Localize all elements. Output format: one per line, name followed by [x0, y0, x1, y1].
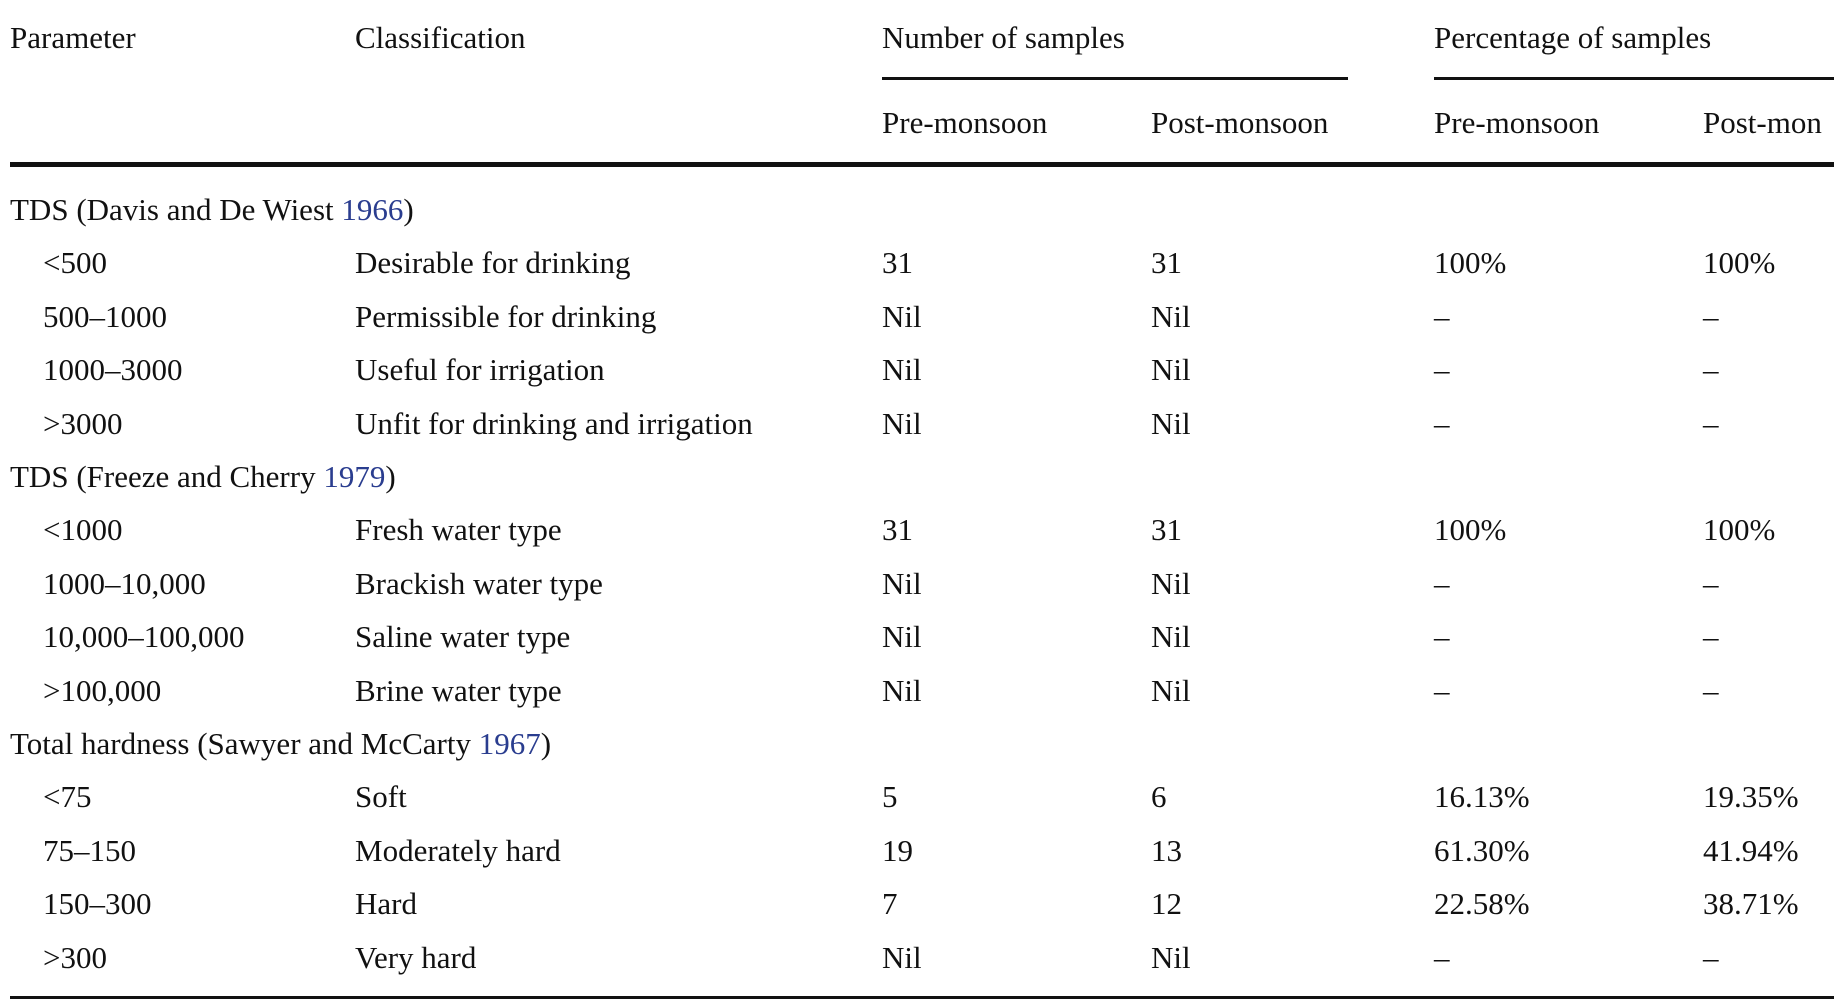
samples-post-monsoon-cell: Nil	[1151, 405, 1191, 441]
samples-post-monsoon-cell: Nil	[1151, 298, 1191, 334]
percent-post-monsoon-cell: 38.71%	[1703, 886, 1799, 922]
percentage-of-samples-underline	[1434, 77, 1834, 80]
classification-cell: Saline water type	[355, 619, 571, 655]
header-pre-monsoon-percent: Pre-monsoon	[1434, 105, 1600, 140]
classification-cell: Unfit for drinking and irrigation	[355, 405, 753, 441]
header-classification: Classification	[355, 20, 526, 55]
parameter-range-cell: <1000	[43, 512, 123, 548]
parameter-range-cell: 150–300	[43, 886, 152, 922]
parameter-range-cell: 75–150	[43, 832, 136, 868]
table-bottom-rule	[10, 996, 1834, 999]
parameter-range-cell: >3000	[43, 405, 123, 441]
group-title-text: Total hardness (Sawyer and McCarty	[10, 726, 479, 761]
group-title-close: )	[403, 192, 414, 227]
percent-post-monsoon-cell: 19.35%	[1703, 779, 1799, 815]
header-post-monsoon-count: Post-monsoon	[1151, 105, 1329, 140]
classification-cell: Brackish water type	[355, 565, 603, 601]
samples-post-monsoon-cell: 12	[1151, 886, 1182, 922]
percent-pre-monsoon-cell: 22.58%	[1434, 886, 1530, 922]
percent-pre-monsoon-cell: –	[1434, 939, 1450, 975]
percent-post-monsoon-cell: –	[1703, 298, 1719, 334]
header-number-of-samples: Number of samples	[882, 20, 1125, 55]
classification-cell: Soft	[355, 779, 407, 815]
group-title-close: )	[385, 459, 396, 494]
classification-cell: Desirable for drinking	[355, 245, 631, 281]
samples-post-monsoon-cell: Nil	[1151, 619, 1191, 655]
percent-post-monsoon-cell: –	[1703, 672, 1719, 708]
parameter-range-cell: <500	[43, 245, 107, 281]
parameter-range-cell: >300	[43, 939, 107, 975]
percent-pre-monsoon-cell: –	[1434, 298, 1450, 334]
samples-pre-monsoon-cell: 31	[882, 512, 913, 548]
header-bottom-rule	[10, 162, 1834, 167]
percent-pre-monsoon-cell: 100%	[1434, 245, 1507, 281]
percent-post-monsoon-cell: 41.94%	[1703, 832, 1799, 868]
header-post-monsoon-percent: Post-mon	[1703, 105, 1822, 140]
samples-post-monsoon-cell: 31	[1151, 245, 1182, 281]
samples-post-monsoon-cell: Nil	[1151, 352, 1191, 388]
percent-post-monsoon-cell: –	[1703, 939, 1719, 975]
samples-post-monsoon-cell: Nil	[1151, 565, 1191, 601]
percent-post-monsoon-cell: 100%	[1703, 245, 1776, 281]
percent-post-monsoon-cell: –	[1703, 565, 1719, 601]
samples-pre-monsoon-cell: Nil	[882, 298, 922, 334]
number-of-samples-underline	[882, 77, 1348, 80]
percent-post-monsoon-cell: –	[1703, 352, 1719, 388]
group-title-year-link[interactable]: 1967	[478, 726, 541, 761]
samples-pre-monsoon-cell: 5	[882, 779, 898, 815]
samples-post-monsoon-cell: Nil	[1151, 672, 1191, 708]
classification-cell: Fresh water type	[355, 512, 562, 548]
group-title-year-link[interactable]: 1966	[341, 192, 404, 227]
group-title: TDS (Freeze and Cherry 1979)	[10, 461, 396, 492]
percent-post-monsoon-cell: –	[1703, 619, 1719, 655]
header-pre-monsoon-count: Pre-monsoon	[882, 105, 1048, 140]
percent-pre-monsoon-cell: –	[1434, 352, 1450, 388]
parameter-range-cell: <75	[43, 779, 92, 815]
samples-pre-monsoon-cell: 7	[882, 886, 898, 922]
percent-pre-monsoon-cell: 100%	[1434, 512, 1507, 548]
samples-pre-monsoon-cell: Nil	[882, 939, 922, 975]
percent-pre-monsoon-cell: 16.13%	[1434, 779, 1530, 815]
samples-pre-monsoon-cell: 31	[882, 245, 913, 281]
group-title-text: TDS (Davis and De Wiest	[10, 192, 342, 227]
percent-pre-monsoon-cell: –	[1434, 565, 1450, 601]
samples-post-monsoon-cell: 6	[1151, 779, 1167, 815]
percent-post-monsoon-cell: –	[1703, 405, 1719, 441]
samples-post-monsoon-cell: 31	[1151, 512, 1182, 548]
samples-pre-monsoon-cell: Nil	[882, 352, 922, 388]
parameter-range-cell: 1000–3000	[43, 352, 183, 388]
percent-pre-monsoon-cell: –	[1434, 672, 1450, 708]
parameter-range-cell: >100,000	[43, 672, 162, 708]
samples-pre-monsoon-cell: Nil	[882, 405, 922, 441]
group-title-text: TDS (Freeze and Cherry	[10, 459, 324, 494]
group-title-close: )	[540, 726, 552, 761]
classification-cell: Useful for irrigation	[355, 352, 605, 388]
percent-pre-monsoon-cell: –	[1434, 619, 1450, 655]
parameter-range-cell: 1000–10,000	[43, 565, 206, 601]
percent-pre-monsoon-cell: –	[1434, 405, 1450, 441]
group-title: TDS (Davis and De Wiest 1966)	[10, 194, 414, 225]
samples-pre-monsoon-cell: Nil	[882, 672, 922, 708]
samples-pre-monsoon-cell: 19	[882, 832, 913, 868]
classification-cell: Brine water type	[355, 672, 562, 708]
header-parameter: Parameter	[10, 20, 136, 55]
classification-cell: Permissible for drinking	[355, 298, 657, 334]
samples-post-monsoon-cell: Nil	[1151, 939, 1191, 975]
group-title: Total hardness (Sawyer and McCarty 1967)	[10, 728, 551, 759]
samples-post-monsoon-cell: 13	[1151, 832, 1182, 868]
classification-cell: Moderately hard	[355, 832, 561, 868]
group-title-year-link[interactable]: 1979	[323, 459, 386, 494]
samples-pre-monsoon-cell: Nil	[882, 565, 922, 601]
parameter-range-cell: 10,000–100,000	[43, 619, 245, 655]
percent-pre-monsoon-cell: 61.30%	[1434, 832, 1530, 868]
percent-post-monsoon-cell: 100%	[1703, 512, 1776, 548]
classification-cell: Hard	[355, 886, 417, 922]
parameter-range-cell: 500–1000	[43, 298, 167, 334]
samples-pre-monsoon-cell: Nil	[882, 619, 922, 655]
classification-cell: Very hard	[355, 939, 477, 975]
header-percentage-of-samples: Percentage of samples	[1434, 20, 1712, 55]
